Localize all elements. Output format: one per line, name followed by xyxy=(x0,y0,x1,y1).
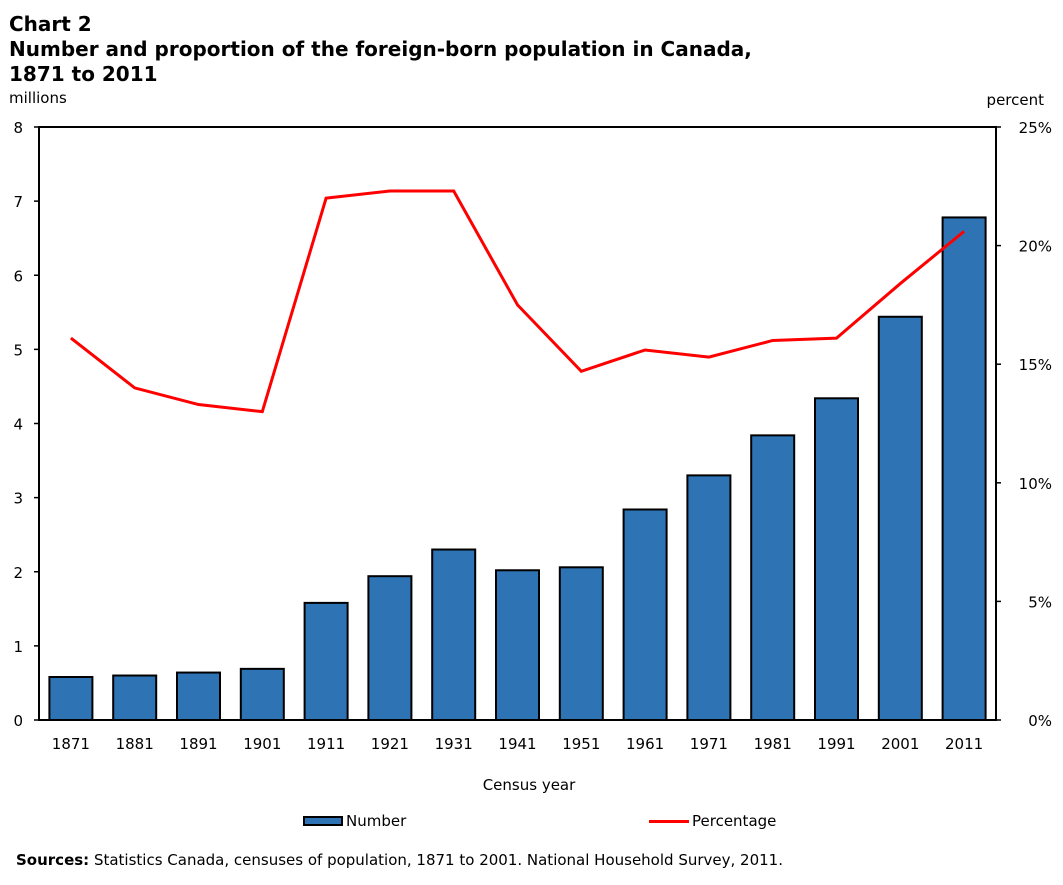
right-tick-label: 15% xyxy=(1019,356,1052,374)
sources-label: Sources: xyxy=(16,851,90,869)
bar-1931 xyxy=(431,548,477,722)
left-tick-label: 8 xyxy=(13,119,23,137)
chart-number: Chart 2 xyxy=(9,12,92,36)
right-tick-label: 25% xyxy=(1019,119,1052,137)
chart-title: Chart 2 Number and proportion of the for… xyxy=(9,12,752,87)
legend-item-number: Number xyxy=(303,812,406,830)
left-tick-label: 7 xyxy=(13,193,23,211)
right-tick-label: 20% xyxy=(1019,238,1052,256)
bar-1911 xyxy=(303,601,349,722)
sources-text: Statistics Canada, censuses of populatio… xyxy=(89,851,783,869)
x-tick-label: 1891 xyxy=(179,735,217,753)
x-tick-label: 1981 xyxy=(754,735,792,753)
left-tick-label: 0 xyxy=(13,712,23,730)
x-tick-label: 1911 xyxy=(307,735,345,753)
x-tick-label: 2011 xyxy=(945,735,983,753)
line-series xyxy=(69,189,966,414)
left-tick-label: 6 xyxy=(13,267,23,285)
x-tick-label: 1991 xyxy=(817,735,855,753)
bar-1881 xyxy=(112,674,158,722)
bar-series xyxy=(48,216,987,722)
bar-1991 xyxy=(814,397,859,721)
x-tick-label: 2001 xyxy=(881,735,919,753)
x-tick-label: 1941 xyxy=(498,735,536,753)
bar-1921 xyxy=(367,575,413,722)
left-axis-unit: millions xyxy=(9,89,67,107)
bar-1961 xyxy=(622,508,668,721)
bar-1981 xyxy=(750,434,796,721)
x-tick-label: 1961 xyxy=(626,735,664,753)
legend-bar-swatch xyxy=(303,816,343,826)
x-axis-ticks: 1871 1881 1891 1901 1911 1921 1931 1941 1951 1961… xyxy=(52,735,983,753)
x-tick-label: 1921 xyxy=(371,735,409,753)
sources-note: Sources: Statistics Canada, censuses of … xyxy=(16,851,783,869)
left-tick-label: 1 xyxy=(13,638,23,656)
bar-1891 xyxy=(176,671,221,721)
x-tick-label: 1971 xyxy=(690,735,728,753)
bar-1901 xyxy=(239,667,285,722)
bar-2011 xyxy=(941,216,987,721)
right-tick-label: 10% xyxy=(1019,475,1052,493)
bar-1871 xyxy=(48,676,94,722)
right-tick-label: 0% xyxy=(1028,712,1052,730)
left-tick-label: 3 xyxy=(13,490,23,508)
x-tick-label: 1901 xyxy=(243,735,281,753)
x-axis-title: Census year xyxy=(483,776,576,794)
x-tick-label: 1951 xyxy=(562,735,600,753)
x-tick-label: 1881 xyxy=(116,735,154,753)
bar-1971 xyxy=(686,474,732,722)
legend-line-swatch xyxy=(649,819,689,823)
bar-2001 xyxy=(877,315,923,721)
left-tick-label: 4 xyxy=(13,416,23,434)
legend-item-percentage: Percentage xyxy=(649,812,776,830)
left-tick-label: 2 xyxy=(13,564,23,582)
right-tick-label: 5% xyxy=(1028,593,1052,611)
percentage-line xyxy=(69,189,966,414)
legend-label-percentage: Percentage xyxy=(692,812,777,830)
bar-1941 xyxy=(495,569,540,722)
chart-title-line-2: 1871 to 2011 xyxy=(9,62,158,86)
left-tick-label: 5 xyxy=(13,341,23,359)
right-axis-unit: percent xyxy=(986,91,1044,109)
legend-label-number: Number xyxy=(346,812,407,830)
x-tick-label: 1931 xyxy=(435,735,473,753)
bar-1951 xyxy=(558,566,604,721)
chart-title-line-1: Number and proportion of the foreign-bor… xyxy=(9,37,752,61)
right-axis-ticks: 0% 5% 10% 15% 20% 25% xyxy=(996,119,1052,730)
left-axis-ticks: 0 1 2 3 4 5 6 7 8 xyxy=(13,119,39,730)
x-tick-label: 1871 xyxy=(52,735,90,753)
